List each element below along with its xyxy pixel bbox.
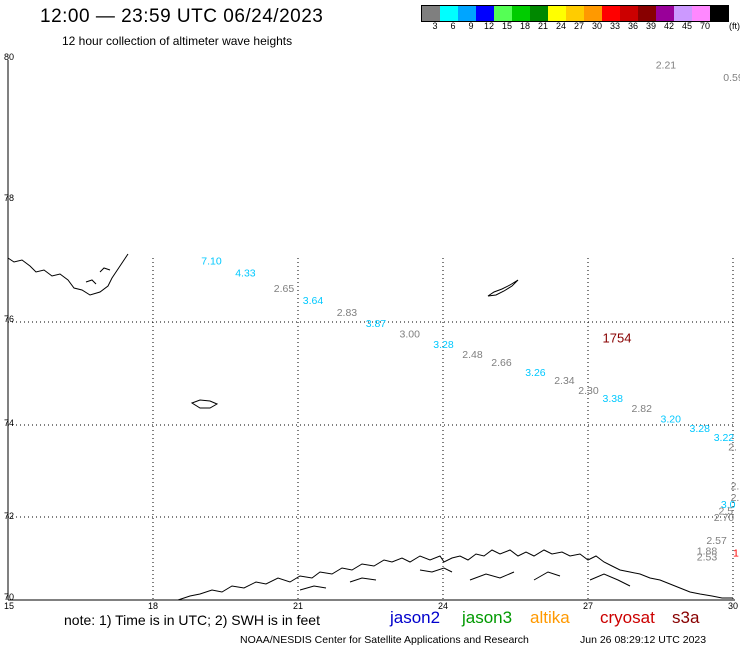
coastline-hopen	[487, 279, 519, 297]
wave-height-label: 2.30	[578, 385, 599, 397]
wave-height-label: 3.20	[661, 413, 682, 425]
wave-height-label: 3.26	[525, 367, 546, 379]
color-scale-label-24: 24	[556, 21, 567, 31]
legend-satellite-jason2: jason2	[390, 608, 441, 627]
wave-height-label: 3.87	[366, 318, 387, 330]
wave-height-labels: 2.21 0.59 7.10 4.33 2.65 3.64 2.83 3.87 3.00 3.28…	[201, 60, 740, 564]
color-swatch-max	[710, 6, 728, 21]
wave-height-label: 3.22	[714, 432, 735, 444]
wave-height-label: 2.48	[462, 349, 483, 361]
coastlines	[7, 253, 733, 601]
lat-label-80: 80	[4, 52, 14, 62]
color-swatch-3	[422, 6, 440, 21]
color-scale-label-42: 42	[664, 21, 675, 31]
color-swatch-45	[674, 6, 692, 21]
coastline-norway-north	[177, 549, 733, 601]
color-swatch-33	[602, 6, 620, 21]
color-swatch-21	[530, 6, 548, 21]
color-scale-label-36: 36	[628, 21, 639, 31]
wave-height-label: 2.5	[719, 506, 734, 518]
lon-label-24: 24	[438, 601, 448, 611]
color-swatch-15	[494, 6, 512, 21]
color-scale-label-18: 18	[520, 21, 531, 31]
color-scale-label-15: 15	[502, 21, 513, 31]
wave-height-label: 3.28	[690, 423, 711, 435]
page-title: 12:00 — 23:59 UTC 06/24/2023	[40, 6, 324, 27]
color-scale-bar	[421, 5, 729, 22]
wave-height-label: 2.65	[274, 283, 295, 295]
legend-satellite-cryosat: cryosat	[600, 608, 655, 627]
lon-label-27: 27	[583, 601, 593, 611]
color-scale-label-70: 70	[700, 21, 711, 31]
wave-height-label: 3.00	[400, 328, 421, 340]
pass-time-label: 1754	[603, 331, 632, 346]
wave-height-label: 4.33	[235, 268, 256, 280]
wave-height-label: 3.0	[721, 499, 736, 511]
color-scale-label-33: 33	[610, 21, 621, 31]
color-scale-label-12: 12	[484, 21, 495, 31]
color-swatch-6	[440, 6, 458, 21]
color-swatch-39	[638, 6, 656, 21]
color-swatch-24	[548, 6, 566, 21]
color-scale-label-6: 6	[450, 21, 456, 31]
coastline-spitsbergen-south	[7, 253, 129, 296]
wave-height-label: 3.38	[603, 393, 624, 405]
color-swatch-18	[512, 6, 530, 21]
footer-timestamp: Jun 26 08:29:12 UTC 2023	[580, 634, 707, 646]
lat-label-70: 70	[4, 592, 14, 602]
wave-height-label: 1	[733, 547, 739, 559]
wave-height-label: 2.66	[491, 357, 512, 369]
page-subtitle: 12 hour collection of altimeter wave hei…	[62, 34, 293, 48]
longitude-labels: 15 18 21 24 27 30	[4, 601, 738, 611]
color-swatch-9	[458, 6, 476, 21]
wave-height-label: 0.59	[723, 72, 740, 84]
color-scale-unit: (ft)	[729, 21, 740, 31]
wave-height-label: 2.	[731, 480, 740, 492]
color-swatch-42	[656, 6, 674, 21]
lon-label-15: 15	[4, 601, 14, 611]
wave-height-label: 2.	[731, 492, 740, 504]
legend-satellite-s3a: s3a	[672, 608, 700, 627]
wave-height-label: 2.82	[632, 403, 653, 415]
wave-height-label: 2.70	[714, 512, 735, 524]
wave-height-label: 2.53	[697, 552, 718, 564]
lon-label-30: 30	[728, 601, 738, 611]
wave-height-label: 2.83	[337, 307, 358, 319]
wave-height-label: 2.	[728, 441, 737, 453]
color-scale-labels: (ft) 3 6 9 12 15 18 21 24 27 30 33 36 39 42 45 70	[421, 21, 740, 33]
latitude-labels: 80 78 76 74 72 70	[4, 52, 14, 602]
lon-label-21: 21	[293, 601, 303, 611]
graticule	[8, 258, 734, 600]
lat-label-72: 72	[4, 511, 14, 521]
wave-height-label: 3.64	[303, 295, 324, 307]
wave-height-label: 1.88	[697, 545, 718, 557]
lat-label-74: 74	[4, 418, 14, 428]
color-scale-label-30: 30	[592, 21, 603, 31]
legend-satellite-jason3: jason3	[462, 608, 513, 627]
lon-label-18: 18	[148, 601, 158, 611]
color-scale-label-21: 21	[538, 21, 549, 31]
color-scale-label-45: 45	[682, 21, 693, 31]
wave-height-label: 7.10	[201, 256, 222, 268]
wave-height-label: 2.34	[554, 375, 575, 387]
footer-credit: NOAA/NESDIS Center for Satellite Applica…	[240, 634, 529, 646]
color-scale-label-9: 9	[468, 21, 474, 31]
color-swatch-27	[566, 6, 584, 21]
color-scale-label-27: 27	[574, 21, 585, 31]
coastline-bear-island	[190, 399, 219, 409]
color-scale-label-3: 3	[432, 21, 438, 31]
wave-height-label: 2.21	[656, 60, 677, 72]
lat-label-78: 78	[4, 193, 14, 203]
color-swatch-36	[620, 6, 638, 21]
legend-note: note: 1) Time is in UTC; 2) SWH is in fe…	[64, 612, 320, 628]
lat-label-76: 76	[4, 314, 14, 324]
color-swatch-70	[692, 6, 710, 21]
wave-height-label: 2.57	[706, 535, 727, 547]
color-swatch-12	[476, 6, 494, 21]
color-scale-label-39: 39	[646, 21, 657, 31]
color-swatch-30	[584, 6, 602, 21]
wave-height-label: 3.28	[433, 339, 454, 351]
legend-satellite-altika: altika	[530, 608, 570, 627]
